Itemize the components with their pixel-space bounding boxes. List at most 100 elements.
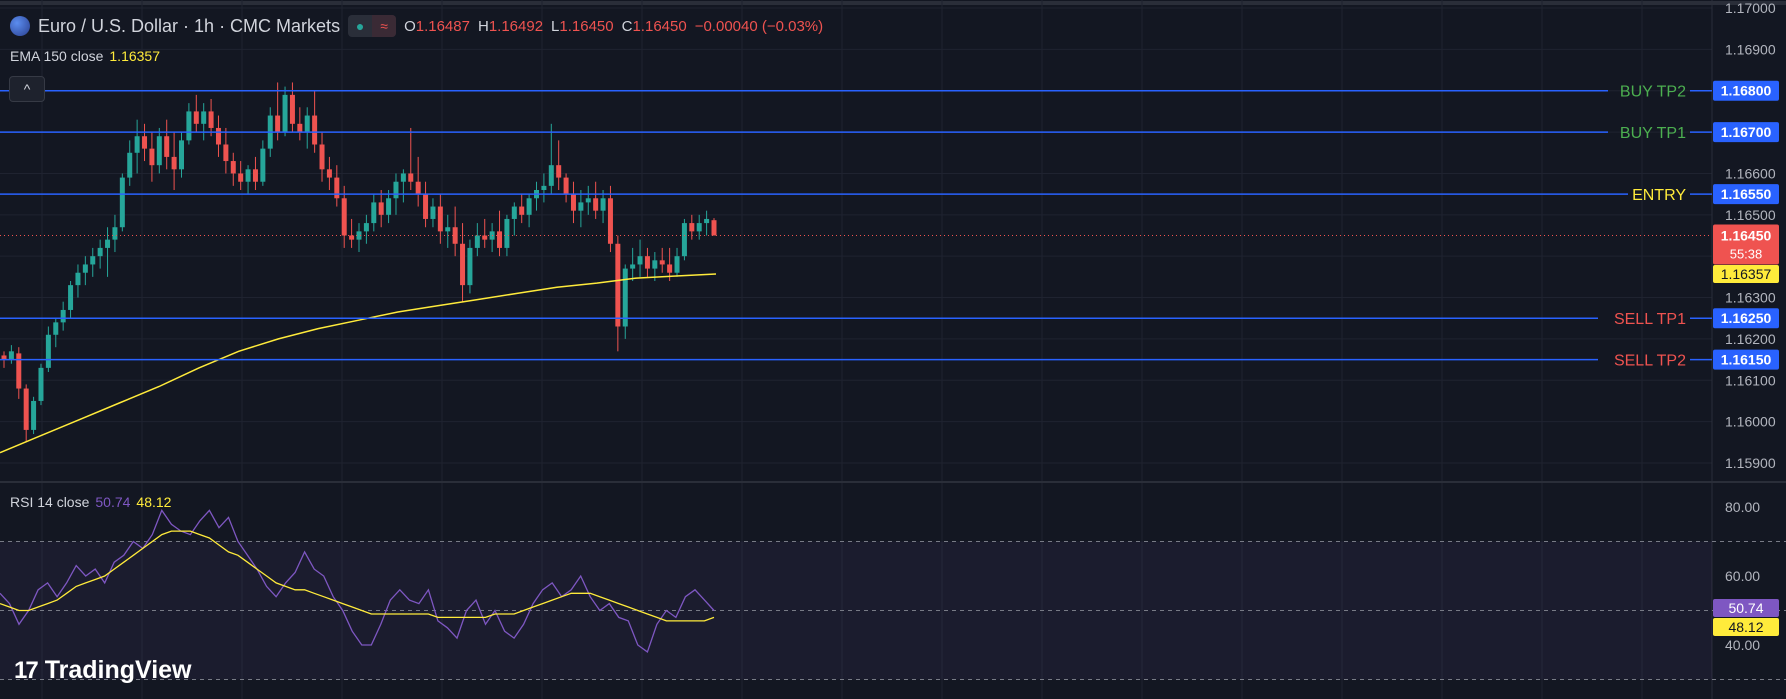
candle-body xyxy=(452,227,458,244)
symbol-title[interactable]: Euro / U.S. Dollar · 1h · CMC Markets xyxy=(38,15,341,36)
candle-body xyxy=(423,194,429,219)
candle-body xyxy=(260,148,266,182)
candle-body xyxy=(319,144,325,170)
symbol-logo-icon xyxy=(10,16,30,36)
price-axis-tick: 1.15900 xyxy=(1725,455,1776,471)
candle-body xyxy=(526,198,532,215)
rsi-ma-value-tag xyxy=(1713,617,1779,636)
candle-body xyxy=(519,206,525,215)
price-axis-tick: 1.17000 xyxy=(1725,0,1776,16)
approx-icon: ≈ xyxy=(372,15,397,37)
candle-body xyxy=(304,115,310,133)
candle-body xyxy=(386,198,392,215)
rsi-value-tag-text: 50.74 xyxy=(1728,600,1763,616)
candle-body xyxy=(445,227,451,232)
candle-body xyxy=(681,223,687,257)
candle-body xyxy=(341,198,347,236)
ema-line xyxy=(0,273,717,454)
candle-body xyxy=(482,235,488,240)
candle-body xyxy=(467,247,473,286)
level-price-tag xyxy=(1713,349,1779,370)
candle-body xyxy=(415,181,421,195)
close-value: 1.16450 xyxy=(632,17,687,35)
price-axis-tick: 1.16200 xyxy=(1725,331,1776,347)
candle-body xyxy=(504,218,510,248)
candle-body xyxy=(53,322,59,335)
candle-body xyxy=(312,115,318,145)
candle-body xyxy=(511,206,517,219)
candle-body xyxy=(363,223,369,232)
candle-body xyxy=(570,194,576,211)
level-price-tag-text: 1.16250 xyxy=(1721,310,1772,326)
candle-body xyxy=(593,198,599,211)
candle-body xyxy=(156,136,162,166)
ohlc-readout: O1.16487 H1.16492 L1.16450 C1.16450 −0.0… xyxy=(404,17,824,35)
candle-body xyxy=(704,218,710,224)
candle-body xyxy=(193,111,199,124)
candle-body xyxy=(644,256,650,269)
candle-body xyxy=(75,272,81,286)
collapse-legend-button[interactable]: ^ xyxy=(9,76,45,102)
price-axis-tick: 1.16600 xyxy=(1725,165,1776,181)
level-label: BUY TP1 xyxy=(1620,125,1686,142)
candle-body xyxy=(142,136,148,149)
candle-body xyxy=(430,206,436,219)
candle-body xyxy=(68,285,74,310)
candle-body xyxy=(282,94,288,133)
candle-body xyxy=(460,243,466,286)
market-status-pill[interactable]: ● ≈ xyxy=(348,15,397,37)
candle-body xyxy=(437,206,443,232)
candle-body xyxy=(149,148,155,166)
candle-body xyxy=(696,223,702,232)
candle-body xyxy=(607,198,613,244)
candle-body xyxy=(334,177,340,199)
level-label: BUY TP2 xyxy=(1620,84,1686,101)
level-label: ENTRY xyxy=(1632,187,1686,204)
candle-body xyxy=(622,268,628,327)
candle-body xyxy=(179,140,184,170)
candle-body xyxy=(371,202,377,224)
level-price-tag xyxy=(1713,184,1779,205)
candle-body xyxy=(349,235,355,240)
candle-body xyxy=(134,136,140,153)
price-axis-tick: 1.16900 xyxy=(1725,41,1776,57)
candle-body xyxy=(97,247,103,257)
candle-body xyxy=(637,256,643,265)
candle-body xyxy=(112,227,118,240)
ema-price-tag-text: 1.16357 xyxy=(1721,266,1772,282)
level-price-tag xyxy=(1713,122,1779,143)
candle-body xyxy=(548,165,554,186)
candle-body xyxy=(600,198,606,211)
candle-body xyxy=(556,165,562,178)
candle-body xyxy=(31,400,37,430)
candle-body xyxy=(615,243,621,327)
candle-body xyxy=(230,161,236,174)
market-open-icon: ● xyxy=(355,18,365,34)
candle-body xyxy=(127,152,133,178)
price-axis-tick: 1.16300 xyxy=(1725,290,1776,306)
rsi-ma-line xyxy=(0,530,715,622)
rsi-ma-value-tag-text: 48.12 xyxy=(1728,619,1763,635)
candle-body xyxy=(238,173,244,182)
candle-body xyxy=(215,127,221,145)
level-price-tag xyxy=(1713,308,1779,329)
price-axis-tick: 1.16500 xyxy=(1725,207,1776,223)
candle-body xyxy=(201,111,207,124)
level-price-tag xyxy=(1713,80,1779,101)
rsi-value-tag xyxy=(1713,598,1779,617)
candle-body xyxy=(667,264,673,273)
candle-body xyxy=(378,202,384,215)
candle-body xyxy=(326,169,332,178)
candle-body xyxy=(497,231,503,248)
candle-body xyxy=(38,367,44,401)
level-label: SELL TP1 xyxy=(1614,311,1686,328)
rsi-line xyxy=(0,509,715,653)
candle-body xyxy=(689,223,695,232)
rsi-axis-tick: 40.00 xyxy=(1725,637,1760,653)
candle-body xyxy=(23,388,29,430)
chevron-up-icon: ^ xyxy=(23,81,31,97)
countdown-text: 55:38 xyxy=(1730,247,1763,262)
candle-body xyxy=(289,94,295,124)
candle-body xyxy=(400,173,406,182)
